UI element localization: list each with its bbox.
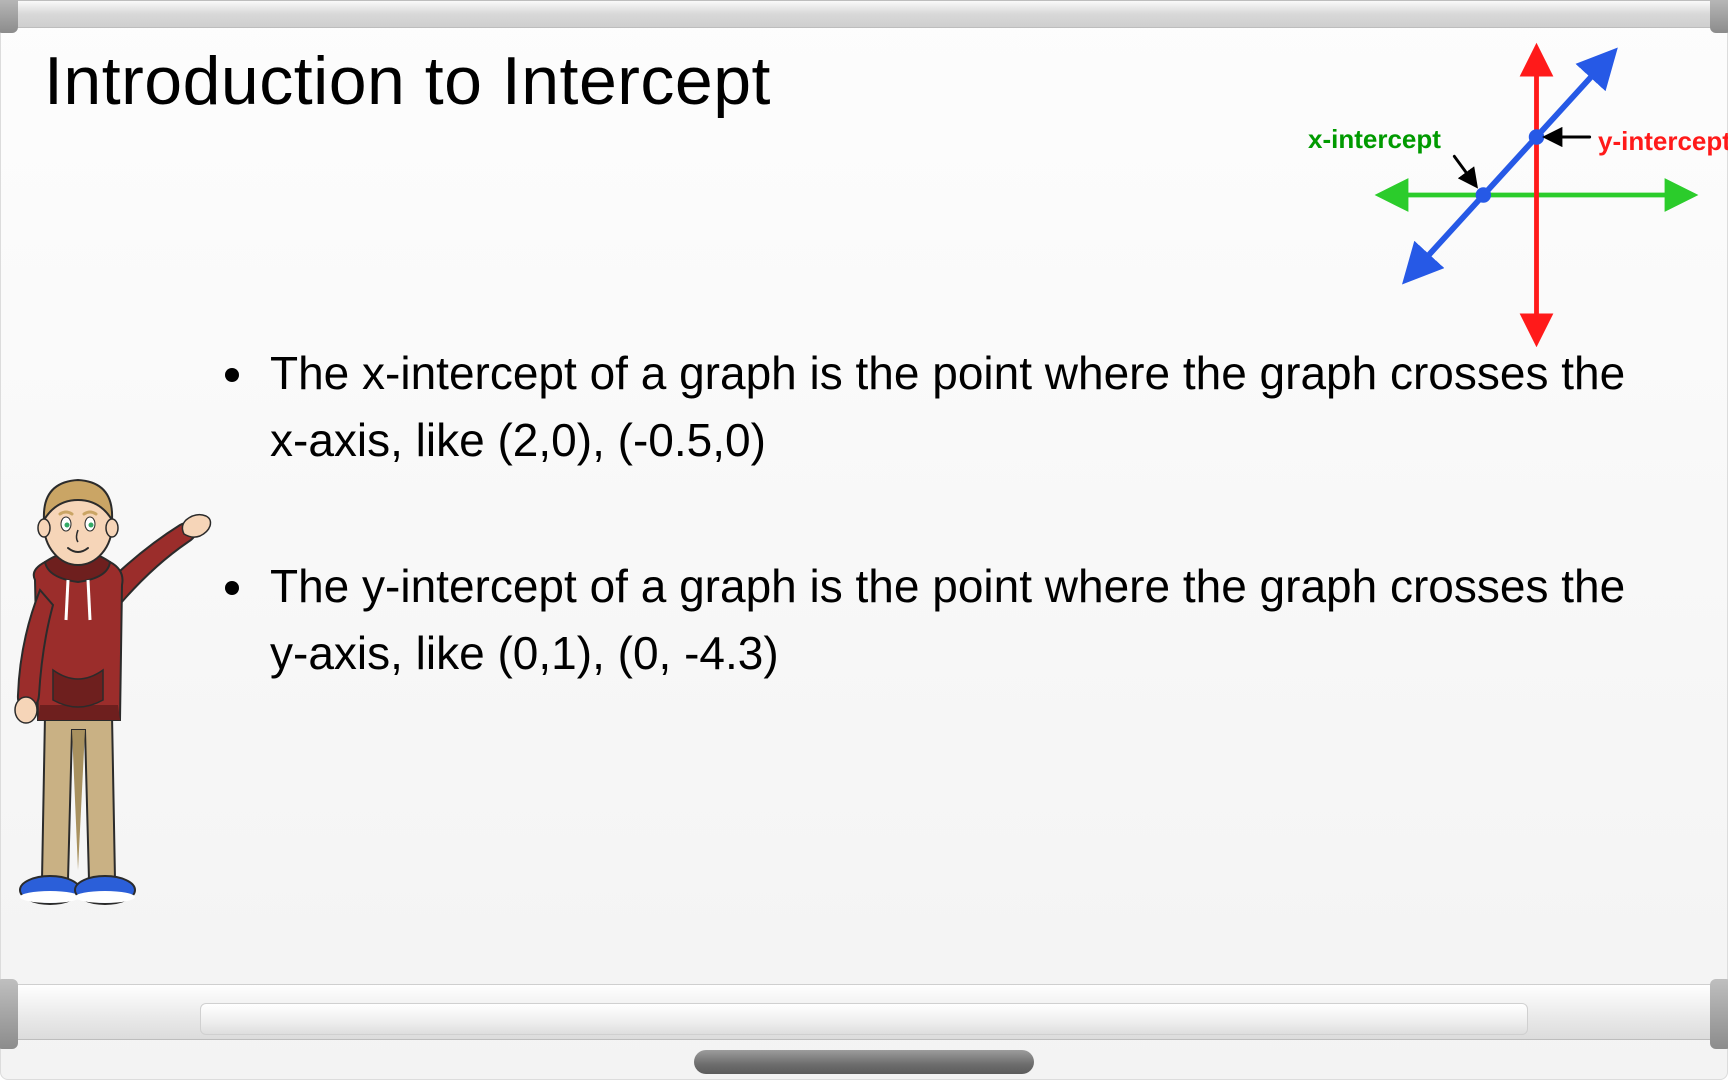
frame-corner-top-left: [0, 0, 18, 33]
slide-title: Introduction to Intercept: [44, 42, 771, 120]
frame-corner-bottom-left: [0, 979, 18, 1049]
frame-bar-bottom: [0, 984, 1728, 1040]
y-intercept-label: y-intercept: [1598, 126, 1728, 157]
frame-corner-top-right: [1710, 0, 1728, 33]
intercept-diagram: x-intercept y-intercept: [1258, 50, 1728, 340]
presenter-avatar-svg: [0, 470, 210, 940]
frame-corner-bottom-right: [1710, 979, 1728, 1049]
x-intercept-label: x-intercept: [1308, 124, 1441, 155]
marker-tray: [200, 1003, 1528, 1035]
slide-stage: Introduction to Intercept x-intercept: [0, 0, 1728, 1080]
presenter-avatar: [0, 470, 210, 940]
bullet-list: The x-intercept of a graph is the point …: [210, 340, 1648, 767]
whiteboard-marker: [694, 1050, 1034, 1074]
bullet-item-1: The x-intercept of a graph is the point …: [260, 340, 1648, 473]
frame-bar-top: [0, 0, 1728, 28]
bullet-item-2: The y-intercept of a graph is the point …: [260, 553, 1648, 686]
intercept-diagram-svg: [1258, 50, 1728, 340]
